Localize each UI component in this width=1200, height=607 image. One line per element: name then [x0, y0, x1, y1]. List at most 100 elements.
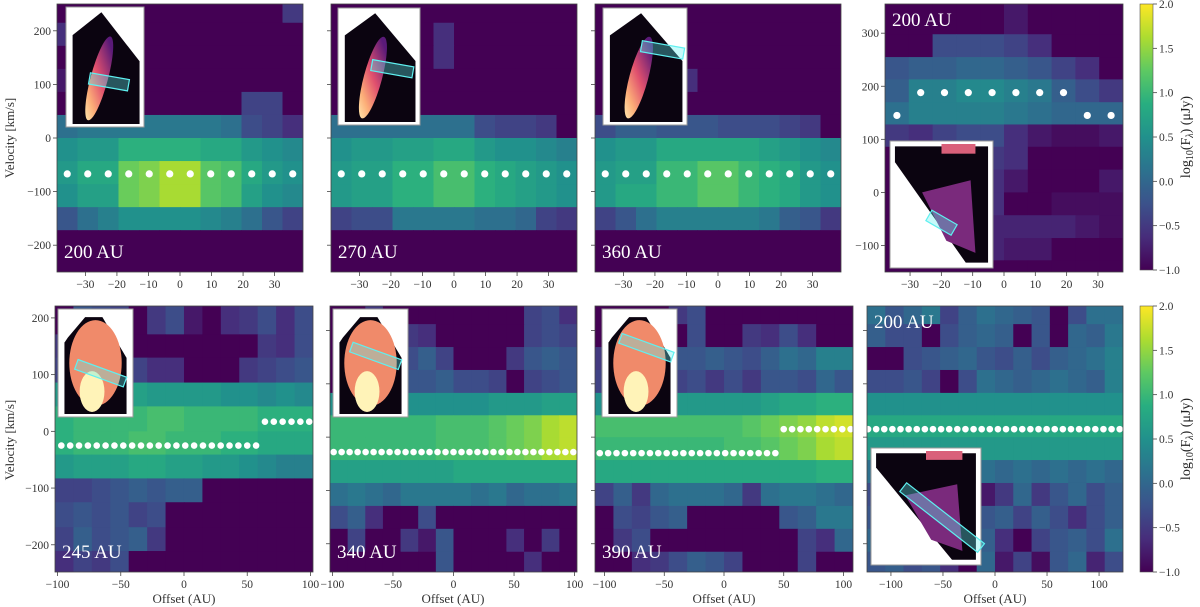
- data-point: [378, 448, 385, 456]
- data-point: [880, 425, 888, 433]
- heatmap-cell: [515, 22, 537, 47]
- heatmap-cell: [615, 207, 637, 231]
- heatmap-cell: [330, 415, 349, 438]
- heatmap-cell: [139, 138, 160, 162]
- data-point: [1036, 89, 1044, 97]
- heatmap-cell: [816, 437, 836, 461]
- data-point: [629, 449, 637, 457]
- data-point: [680, 449, 687, 457]
- heatmap-cell: [147, 502, 167, 528]
- heatmap-cell: [541, 369, 560, 394]
- heatmap-cell: [1049, 482, 1069, 507]
- heatmap-cell: [1099, 57, 1123, 80]
- heatmap-cell: [294, 357, 313, 384]
- heatmap-cell: [885, 369, 905, 394]
- x-tick-label: −10: [139, 279, 157, 291]
- colorbar-top: log10(Fλ) (μJy) 2.0 1.5 1.0 0.5 0.0 −0.5 −1.0: [1139, 0, 1196, 277]
- heatmap-cell: [118, 184, 140, 208]
- heatmap-cell: [1068, 505, 1087, 530]
- heatmap-cell: [559, 437, 577, 461]
- heatmap-cell: [541, 306, 560, 325]
- y-tick-label: 200: [862, 81, 880, 93]
- heatmap-cell: [705, 437, 725, 461]
- data-point: [889, 425, 896, 433]
- heatmap-cell: [650, 437, 670, 461]
- data-point: [506, 448, 513, 456]
- heatmap-cell: [541, 347, 560, 371]
- heatmap-cell: [779, 184, 801, 208]
- heatmap-cell: [976, 369, 996, 394]
- heatmap-cell: [147, 551, 167, 572]
- heatmap-cell: [820, 45, 841, 70]
- heatmap-cell: [636, 230, 657, 272]
- heatmap-cell: [536, 207, 557, 231]
- heatmap-cell: [202, 334, 222, 359]
- heatmap-cell: [994, 347, 1014, 371]
- data-point: [261, 418, 269, 426]
- heatmap-cell: [262, 207, 283, 231]
- heatmap-cell: [742, 528, 762, 553]
- heatmap-cell: [435, 324, 454, 348]
- heatmap-cell: [495, 91, 516, 116]
- heatmap-cell: [677, 184, 698, 208]
- heatmap-cell: [110, 502, 130, 528]
- heatmap-cell: [559, 392, 577, 416]
- heatmap-cell: [55, 527, 74, 552]
- heatmap-cell: [220, 334, 240, 359]
- heatmap-cell: [559, 415, 577, 438]
- heatmap-cell: [77, 138, 99, 162]
- heatmap-cell: [1004, 102, 1029, 125]
- heatmap-cell: [867, 324, 886, 348]
- data-point: [964, 89, 972, 97]
- heatmap: [330, 306, 577, 572]
- heatmap-cell: [506, 505, 525, 530]
- heatmap-cell: [433, 184, 455, 208]
- heatmap-cell: [1099, 169, 1123, 193]
- heatmap-cell: [400, 482, 419, 507]
- x-tick-label: −50: [384, 579, 402, 591]
- x-tick-label: −20: [932, 279, 950, 291]
- heatmap-cell: [1049, 369, 1069, 394]
- heatmap-cell: [147, 406, 167, 432]
- data-point: [822, 425, 829, 433]
- heatmap-cell: [1004, 260, 1029, 272]
- heatmap-cell: [128, 502, 148, 528]
- heatmap-cell: [556, 68, 577, 93]
- heatmap-cell: [180, 4, 201, 24]
- heatmap-cell: [239, 334, 259, 359]
- heatmap-cell: [816, 528, 836, 553]
- heatmap-cell: [506, 324, 525, 348]
- heatmap-cell: [165, 502, 185, 528]
- heatmap-cell: [506, 460, 525, 484]
- heatmap-cell: [454, 22, 475, 47]
- heatmap-cell: [453, 415, 472, 438]
- heatmap-cell: [57, 184, 78, 208]
- heatmap-cell: [1104, 482, 1123, 507]
- inset-jet: [358, 36, 387, 119]
- data-point: [1108, 425, 1115, 433]
- heatmap-cell: [495, 230, 516, 272]
- heatmap-cell: [932, 102, 957, 125]
- heatmap-cell: [183, 406, 203, 432]
- heatmap-cell: [453, 392, 472, 416]
- heatmap-cell: [294, 502, 313, 528]
- heatmap-cell: [687, 306, 707, 325]
- heatmap-cell: [559, 505, 577, 530]
- heatmap-cell: [1049, 392, 1069, 416]
- data-point: [538, 448, 545, 456]
- heatmap-cell: [1086, 324, 1106, 348]
- heatmap-cell: [515, 91, 537, 116]
- heatmap-cell: [631, 505, 651, 530]
- heatmap-cell: [940, 392, 959, 416]
- heatmap-cell: [91, 454, 111, 479]
- x-axis-label-4: Offset (AU): [964, 591, 1027, 606]
- heatmap-cell: [1051, 34, 1076, 58]
- heatmap-cell: [980, 34, 1005, 58]
- data-point: [434, 448, 441, 456]
- data-point: [970, 425, 977, 433]
- heatmap-cell: [1086, 505, 1106, 530]
- heatmap-cell: [202, 502, 222, 528]
- heatmap-cell: [994, 324, 1014, 348]
- heatmap-cell: [656, 207, 678, 231]
- heatmap-cell: [488, 551, 507, 572]
